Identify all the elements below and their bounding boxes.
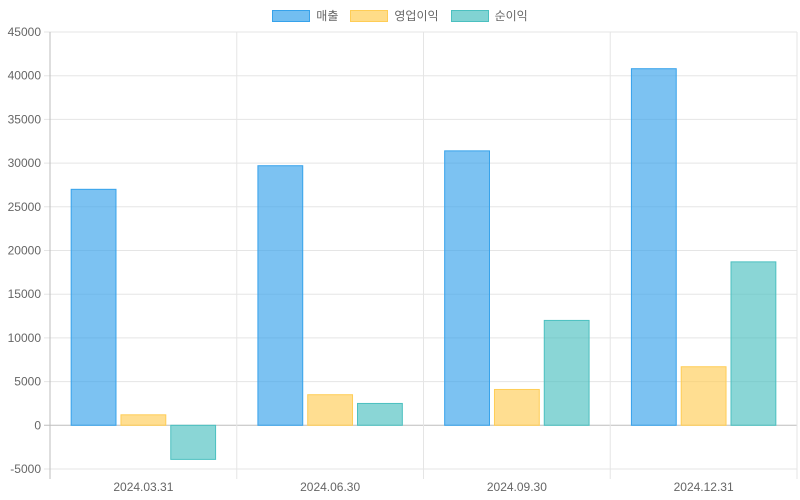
bar[interactable] [70, 188, 117, 426]
y-tick-label: 0 [34, 418, 41, 432]
legend: 매출 영업이익 순이익 [0, 7, 800, 24]
x-tick-label: 2024.09.30 [487, 480, 547, 494]
y-tick-label: 20000 [8, 244, 42, 258]
legend-item-revenue[interactable]: 매출 [272, 7, 338, 24]
legend-swatch-operating-profit [350, 9, 389, 22]
x-tick-label: 2024.12.31 [674, 480, 734, 494]
y-tick-label: 25000 [8, 200, 42, 214]
y-tick-label: 5000 [14, 375, 41, 389]
x-tick-label: 2024.03.31 [113, 480, 173, 494]
bar[interactable] [444, 150, 490, 426]
x-tick-label: 2024.06.30 [300, 480, 360, 494]
bar[interactable] [680, 366, 727, 426]
y-tick-label: 35000 [8, 112, 42, 126]
bar[interactable] [730, 261, 777, 426]
legend-label-revenue: 매출 [316, 9, 339, 23]
bar[interactable] [630, 68, 677, 426]
y-tick-label: 15000 [8, 287, 42, 301]
legend-swatch-revenue [272, 9, 311, 22]
bar[interactable] [120, 414, 167, 426]
bar[interactable] [257, 165, 304, 426]
legend-label-net-income: 순이익 [494, 9, 528, 23]
legend-item-net-income[interactable]: 순이익 [450, 7, 528, 24]
y-tick-label: 30000 [8, 156, 42, 170]
y-tick-label: 40000 [8, 69, 42, 83]
bar[interactable] [357, 402, 403, 426]
y-tick-label: 45000 [8, 25, 42, 39]
legend-label-operating-profit: 영업이익 [394, 9, 439, 23]
legend-item-operating-profit[interactable]: 영업이익 [350, 7, 439, 24]
y-tick-label: -5000 [10, 462, 41, 476]
bar[interactable] [307, 394, 354, 426]
bar[interactable] [170, 424, 217, 460]
legend-swatch-net-income [450, 9, 489, 22]
bar[interactable] [543, 319, 590, 426]
bar[interactable] [493, 388, 540, 426]
y-tick-label: 10000 [8, 331, 42, 345]
